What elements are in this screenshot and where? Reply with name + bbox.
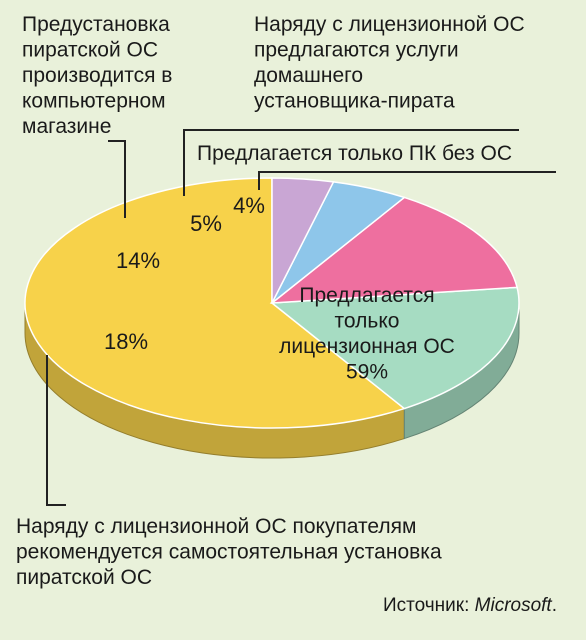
leader-line-2 <box>108 140 126 218</box>
slice-callouts: Предлагается только лицензионная ОС 59% Наря… <box>16 13 525 589</box>
slice-callout-0: Предлагается только лицензионная ОС 59% <box>279 284 455 384</box>
pie-slice-4 <box>271 177 335 304</box>
source-note: Источник: Microsoft. <box>383 595 557 616</box>
source-suffix: . <box>552 595 557 616</box>
leader-lines <box>46 129 556 506</box>
slice-value-labels: 18% 14% 5% 4% <box>104 193 265 354</box>
leader-line-1 <box>46 355 66 506</box>
leader-line-3 <box>183 129 519 196</box>
slice-callout-1: Наряду с лицензионной ОС покупателям реко… <box>16 515 442 589</box>
slice-value-label-3: 5% <box>190 211 222 236</box>
source-prefix: Источник: <box>383 595 475 616</box>
slice-callout-3: Наряду с лицензионной ОС предлагаются усл… <box>254 13 525 113</box>
pie-top <box>24 177 520 429</box>
slice-value-label-4: 4% <box>233 193 265 218</box>
slice-value-label-1: 18% <box>104 329 148 354</box>
slice-value-label-2: 14% <box>116 248 160 273</box>
source-name: Microsoft <box>475 595 553 616</box>
leader-line-4 <box>258 171 556 190</box>
pie-slice-0 <box>24 177 406 429</box>
slice-callout-4: Предлагается только ПК без ОС <box>197 142 512 165</box>
pie-slice-1 <box>270 286 520 410</box>
pie-slice-2 <box>269 196 518 304</box>
